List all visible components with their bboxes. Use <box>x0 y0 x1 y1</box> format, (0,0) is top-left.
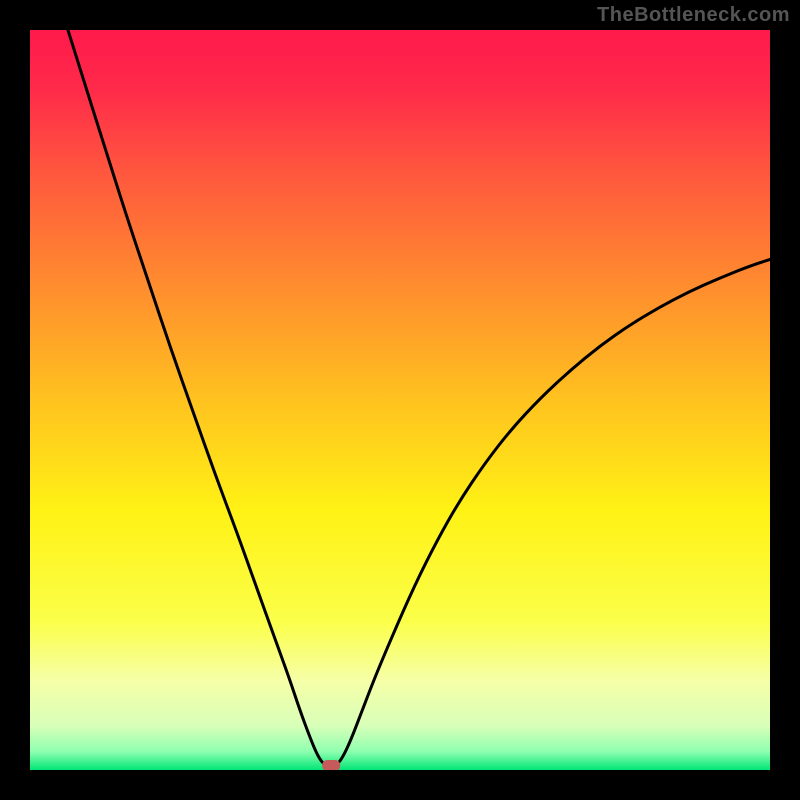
plot-background <box>30 30 770 770</box>
bottleneck-chart <box>0 0 800 800</box>
watermark-text: TheBottleneck.com <box>597 4 790 27</box>
chart-container: TheBottleneck.com <box>0 0 800 800</box>
recommended-marker <box>322 760 340 771</box>
